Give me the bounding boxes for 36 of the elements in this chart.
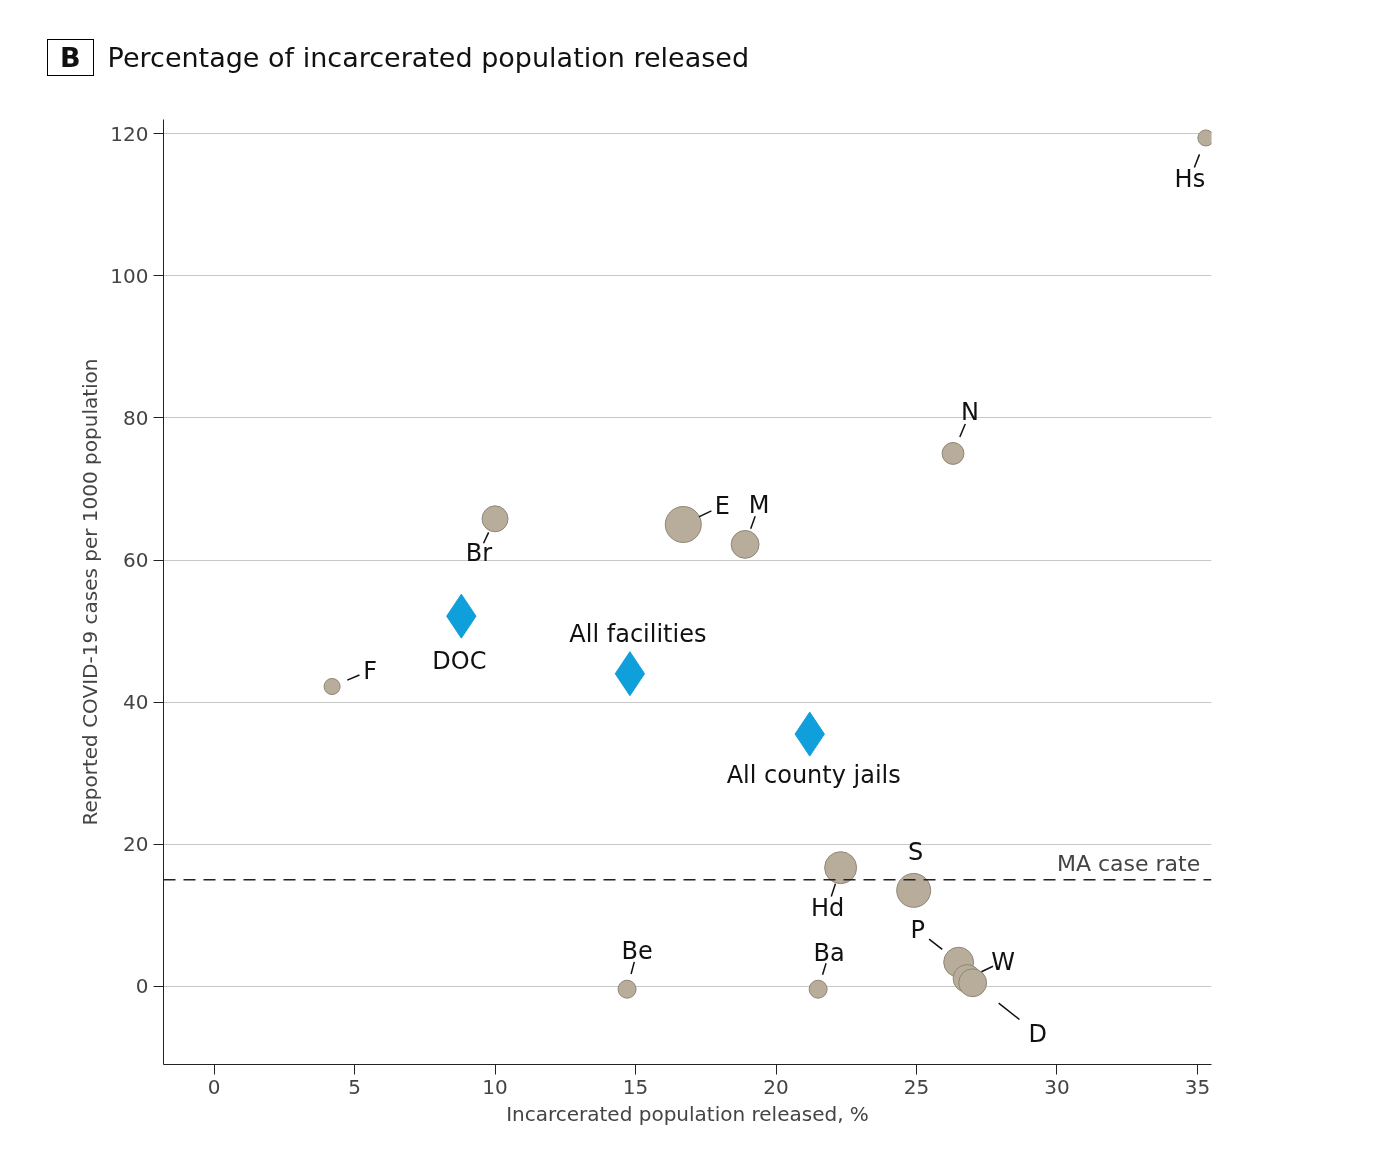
- y-tick-label: 120: [110, 121, 149, 146]
- ref-line-label: MA case rate: [1056, 850, 1201, 876]
- annotation: Hs: [1174, 164, 1206, 193]
- y-tick-label: 100: [110, 263, 149, 288]
- text: B: [47, 39, 94, 76]
- x-axis-title: Incarcerated population released, %: [506, 1101, 869, 1126]
- annotation: All facilities: [569, 619, 707, 648]
- x-tick-label: 35: [1184, 1074, 1211, 1099]
- chart-title: Percentage of incarcerated population released: [107, 42, 750, 73]
- x-tick-label: 25: [903, 1074, 930, 1099]
- y-axis-title: Reported COVID-19 cases per 1000 population: [78, 358, 103, 826]
- x-tick-label: 30: [1044, 1074, 1070, 1099]
- annotation: D: [1028, 1019, 1047, 1048]
- y-tick-label: 80: [123, 405, 149, 430]
- annotation: W: [991, 947, 1015, 976]
- x-tick-label: 15: [622, 1074, 649, 1099]
- annotation: Ba: [813, 939, 845, 968]
- annotation: Br: [465, 538, 493, 567]
- annotation: Be: [621, 937, 653, 966]
- y-tick-label: 0: [135, 974, 149, 999]
- y-tick-label: 20: [123, 832, 149, 857]
- annotation: Hd: [810, 893, 845, 922]
- annotation: DOC: [432, 647, 487, 676]
- annotation: N: [961, 398, 979, 427]
- annotation: F: [363, 656, 377, 685]
- y-tick-label: 40: [123, 690, 149, 715]
- y-tick-label: 60: [123, 548, 149, 573]
- x-tick-label: 10: [482, 1074, 508, 1099]
- annotation: S: [908, 838, 924, 867]
- annotation: P: [910, 916, 925, 945]
- x-tick-label: 5: [348, 1074, 361, 1099]
- x-tick-label: 0: [207, 1074, 221, 1099]
- annotation: All county jails: [726, 761, 901, 790]
- annotation: M: [748, 491, 770, 520]
- x-tick-label: 20: [763, 1074, 789, 1099]
- annotation: E: [714, 491, 730, 520]
